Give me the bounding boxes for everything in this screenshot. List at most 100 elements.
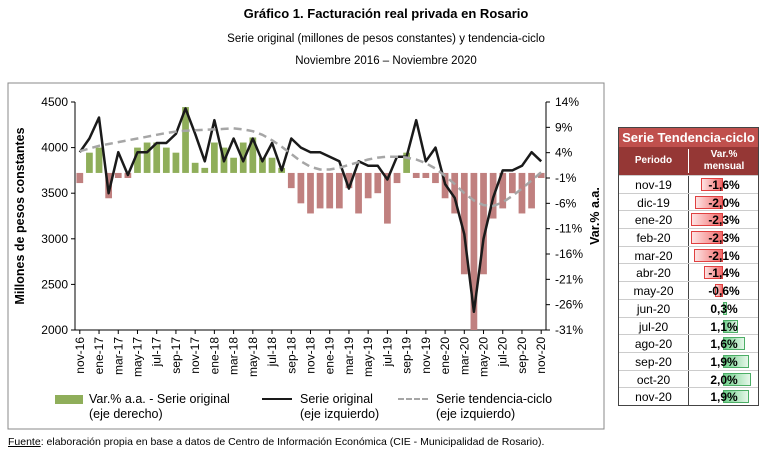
value-label: -2,3%: [708, 231, 740, 246]
chart-title: Gráfico 1. Facturación real privada en R…: [244, 6, 529, 21]
bar: [384, 172, 391, 224]
table-row: jul-20 1,1%: [619, 316, 759, 335]
x-tick-label: mar-17: [111, 337, 125, 375]
y-tick-label: 2000: [41, 323, 68, 337]
table-body: nov-19 -1,6% dic-19 -2,0% ene-20 -2,3% feb-20 -…: [619, 175, 758, 405]
value-cell: 1,6%: [688, 335, 759, 352]
table-row: may-20 -0,6%: [619, 281, 758, 299]
value-label: 1,9%: [710, 354, 738, 369]
value-label: -2,1%: [708, 248, 740, 263]
x-tick-label: may-19: [361, 337, 375, 377]
table-row: nov-20 1,9%: [619, 387, 758, 405]
bar: [143, 142, 151, 173]
bar: [114, 172, 122, 178]
bar: [460, 172, 468, 275]
x-tick-label: ene-20: [438, 337, 452, 375]
x-tick-label: jul-20: [496, 337, 510, 368]
x-tick-label: sep-17: [169, 337, 183, 374]
bar: [374, 172, 382, 194]
y-tick-label: 2500: [41, 277, 68, 291]
x-tick-label: mar-20: [457, 337, 471, 375]
x-tick-label: sep-20: [515, 337, 529, 374]
y2-tick-label: -16%: [555, 247, 583, 261]
period-cell: mar-20: [634, 248, 673, 263]
period-cell: nov-20: [635, 390, 672, 405]
bar: [249, 137, 257, 173]
bar: [230, 157, 237, 173]
legend-label: Serie original (eje izquierdo): [300, 392, 380, 421]
bar: [364, 172, 372, 199]
x-tick-label: ene-19: [323, 337, 337, 375]
bar: [76, 172, 84, 184]
trend-table: Serie Tendencia-ciclo Periodo Var.% mens…: [618, 127, 759, 406]
chart-subtitle: Serie original (millones de pesos consta…: [227, 33, 545, 45]
y2-tick-label: 4%: [555, 146, 573, 160]
value-label: -1,6%: [708, 178, 740, 192]
data-bar: [691, 231, 723, 245]
x-tick-label: nov-19: [419, 337, 433, 374]
value-label: 1,9%: [710, 390, 738, 405]
chart-period: Noviembre 2016 – Noviembre 2020: [295, 55, 477, 67]
bar: [153, 142, 161, 173]
y2-tick-label: 9%: [555, 120, 573, 134]
value-label: 1,1%: [710, 319, 738, 334]
value-cell: 1,1%: [688, 317, 759, 335]
legend-swatch: [262, 398, 292, 400]
bar: [268, 157, 276, 173]
value-cell: 1,9%: [688, 388, 759, 405]
table-row: oct-20 2,0%: [619, 369, 759, 388]
bar: [345, 172, 353, 189]
value-cell: -1,6%: [688, 176, 759, 193]
bar: [451, 172, 459, 214]
bar: [326, 172, 334, 209]
legend-swatch: [398, 398, 428, 400]
period-cell: feb-20: [636, 231, 671, 246]
bar: [307, 172, 314, 214]
x-tick-label: mar-19: [342, 337, 356, 375]
table-title: Serie Tendencia-ciclo: [619, 128, 758, 147]
period-cell: ago-20: [634, 337, 673, 352]
data-bar: [723, 372, 751, 386]
legend-swatch: [55, 395, 83, 404]
table-row: jun-20 0,3%: [619, 298, 758, 317]
bar: [287, 172, 295, 189]
bar: [211, 142, 218, 173]
y2-tick-label: -1%: [555, 171, 577, 185]
value-label: 0,3%: [710, 301, 738, 316]
bar: [86, 152, 93, 173]
bar: [480, 172, 487, 275]
value-cell: -0,6%: [688, 282, 759, 299]
x-tick-label: nov-20: [534, 337, 548, 374]
x-tick-label: nov-16: [73, 337, 87, 374]
y2-axis-label: Var.% a.a.: [588, 187, 602, 245]
y-tick-label: 3000: [41, 232, 68, 246]
bar: [432, 172, 439, 184]
bar: [259, 157, 266, 173]
y-tick-label: 3500: [41, 186, 68, 200]
bar: [422, 172, 430, 178]
period-cell: nov-19: [635, 178, 672, 192]
y2-tick-label: -31%: [555, 323, 583, 337]
col-header: Periodo: [634, 155, 673, 166]
bar: [518, 172, 526, 214]
x-tick-label: nov-17: [188, 337, 202, 374]
source-text: : elaboración propia en base a datos de …: [40, 436, 545, 448]
x-tick-label: may-18: [246, 337, 260, 377]
value-label: -2,0%: [708, 195, 740, 210]
period-cell: sep-20: [635, 354, 672, 369]
bar: [335, 172, 343, 209]
source-label: Fuente: [8, 436, 41, 448]
x-tick-label: ene-17: [92, 337, 106, 375]
x-tick-label: jul-17: [150, 337, 164, 368]
series-line: [78, 107, 543, 314]
period-cell: ene-20: [634, 213, 673, 228]
legend-label: Var.% a.a. - Serie original (eje derecho…: [89, 392, 230, 421]
value-cell: -1,4%: [688, 264, 759, 282]
period-cell: may-20: [633, 284, 674, 299]
table-row: dic-19 -2,0%: [619, 192, 758, 211]
value-cell: 2,0%: [688, 370, 759, 388]
table-header: Periodo Var.% mensual: [619, 147, 758, 175]
data-bar: [723, 354, 750, 368]
table-row: ago-20 1,6%: [619, 334, 758, 352]
